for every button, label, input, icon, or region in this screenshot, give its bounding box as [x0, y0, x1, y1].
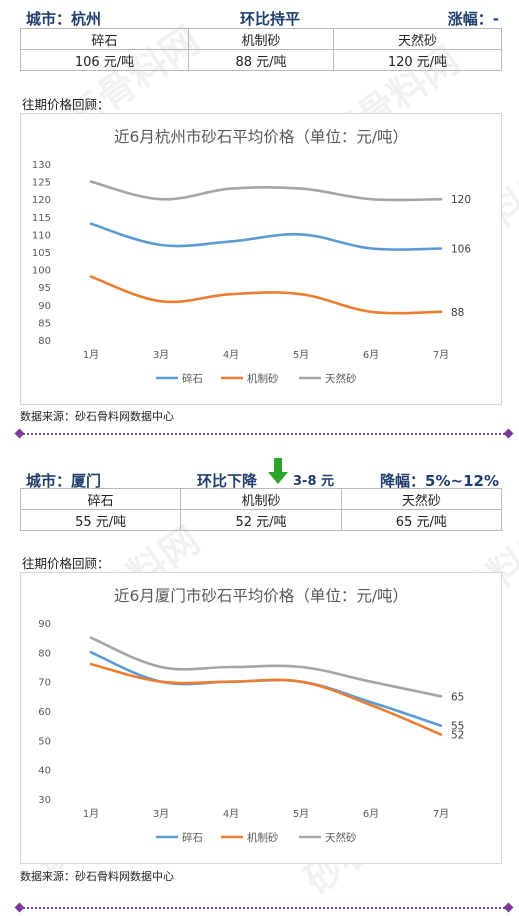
city-label: 城市：杭州 — [26, 10, 102, 28]
legend-label: 机制砂 — [247, 831, 279, 844]
divider-end — [503, 902, 514, 913]
y-tick-label: 80 — [38, 336, 51, 347]
y-tick-label: 125 — [32, 178, 51, 189]
section-header: 城市：杭州 环比持平 涨幅：- — [0, 6, 519, 28]
series-line — [89, 275, 443, 315]
x-tick-label: 1月 — [83, 808, 99, 820]
divider — [20, 433, 508, 435]
table-cell: 88 元/吨 — [188, 49, 334, 71]
x-tick-label: 1月 — [83, 349, 99, 361]
legend-label: 天然砂 — [325, 831, 357, 844]
table-cell: 106 元/吨 — [20, 49, 189, 71]
data-label: 120 — [451, 194, 471, 206]
table-cell: 52 元/吨 — [180, 509, 342, 531]
legend-label: 碎石 — [182, 372, 203, 385]
arrow-down-icon — [268, 458, 288, 488]
price-table: 碎石 机制砂 天然砂 106 元/吨 88 元/吨 120 元/吨 — [20, 28, 503, 71]
line-chart: 近6月厦门市砂石平均价格（单位：元/吨） 30 40 50 60 70 80 90 1月 3月 4月… — [38, 587, 464, 844]
table-cell: 65 元/吨 — [340, 509, 503, 531]
table-cell: 55 元/吨 — [19, 509, 182, 531]
divider — [20, 907, 508, 909]
data-source: 数据来源：砂石骨料网数据中心 — [20, 410, 174, 423]
y-tick-label: 60 — [38, 707, 51, 718]
table-header-row: 碎石 机制砂 天然砂 — [20, 28, 503, 50]
x-tick-label: 6月 — [363, 349, 379, 361]
data-label: 55 — [451, 721, 464, 733]
trend-label: 环比下降 — [197, 472, 258, 490]
trend-label: 环比持平 — [240, 10, 301, 28]
table-header-cell: 碎石 — [19, 488, 182, 510]
table-cell: 120 元/吨 — [332, 49, 503, 71]
price-table: 碎石 机制砂 天然砂 55 元/吨 52 元/吨 65 元/吨 — [19, 488, 503, 531]
table-row: 106 元/吨 88 元/吨 120 元/吨 — [20, 49, 503, 71]
x-tick-label: 7月 — [433, 808, 449, 820]
x-tick-label: 4月 — [223, 808, 239, 820]
legend-label: 机制砂 — [247, 372, 279, 385]
series-line — [89, 180, 443, 202]
divider-end — [503, 428, 514, 439]
data-label: 52 — [451, 730, 464, 742]
data-label: 106 — [451, 244, 471, 256]
y-tick-label: 100 — [32, 266, 51, 277]
x-tick-label: 3月 — [153, 808, 169, 820]
x-tick-label: 5月 — [293, 349, 309, 361]
y-tick-label: 70 — [38, 678, 51, 689]
chart-title: 近6月厦门市砂石平均价格（单位：元/吨） — [114, 587, 408, 605]
x-tick-label: 6月 — [363, 808, 379, 820]
section-header: 城市：厦门 环比下降 3-8 元 降幅：5%~12% — [0, 458, 519, 490]
y-tick-label: 120 — [32, 195, 51, 206]
table-header-cell: 机制砂 — [188, 28, 334, 50]
chart-container: 近6月厦门市砂石平均价格（单位：元/吨） 30 40 50 60 70 80 90 1月 3月 4月… — [20, 572, 502, 864]
series-line — [89, 651, 443, 727]
y-tick-label: 90 — [38, 619, 51, 630]
table-header-cell: 天然砂 — [332, 28, 503, 50]
y-tick-label: 80 — [38, 648, 51, 659]
y-tick-label: 30 — [38, 795, 51, 806]
series-line — [89, 222, 443, 251]
y-tick-label: 95 — [38, 283, 51, 294]
y-tick-label: 110 — [32, 230, 51, 241]
city-label: 城市：厦门 — [26, 472, 102, 490]
y-tick-label: 90 — [38, 301, 51, 312]
x-tick-label: 5月 — [293, 808, 309, 820]
series-line — [89, 662, 443, 736]
table-header-cell: 机制砂 — [180, 488, 342, 510]
chart-title: 近6月杭州市砂石平均价格（单位：元/吨） — [114, 128, 408, 146]
x-tick-label: 4月 — [223, 349, 239, 361]
change-label: 涨幅：- — [447, 10, 499, 28]
table-header-row: 碎石 机制砂 天然砂 — [19, 488, 503, 510]
history-label: 往期价格回顾： — [22, 97, 110, 112]
y-tick-label: 85 — [38, 318, 51, 329]
history-label: 往期价格回顾： — [22, 556, 110, 571]
line-chart: 近6月杭州市砂石平均价格（单位：元/吨） 80 85 90 95 100 105 110 115… — [32, 128, 471, 385]
y-tick-label: 105 — [32, 248, 51, 259]
change-label: 降幅：5%~12% — [380, 472, 499, 490]
data-label: 65 — [451, 691, 464, 703]
series-line — [89, 636, 443, 698]
data-source: 数据来源：砂石骨料网数据中心 — [20, 870, 174, 883]
table-header-cell: 碎石 — [20, 28, 189, 50]
x-tick-label: 3月 — [153, 349, 169, 361]
y-tick-label: 50 — [38, 736, 51, 747]
x-tick-label: 7月 — [433, 349, 449, 361]
trend-amount: 3-8 元 — [293, 474, 335, 489]
legend-label: 碎石 — [182, 831, 203, 844]
y-tick-label: 40 — [38, 766, 51, 777]
table-row: 55 元/吨 52 元/吨 65 元/吨 — [19, 509, 503, 531]
table-header-cell: 天然砂 — [340, 488, 503, 510]
chart-container: 近6月杭州市砂石平均价格（单位：元/吨） 80 85 90 95 100 105 110 115… — [20, 113, 502, 405]
legend-label: 天然砂 — [325, 372, 357, 385]
data-label: 88 — [451, 307, 464, 319]
y-tick-label: 130 — [32, 160, 51, 171]
y-tick-label: 115 — [32, 213, 51, 224]
